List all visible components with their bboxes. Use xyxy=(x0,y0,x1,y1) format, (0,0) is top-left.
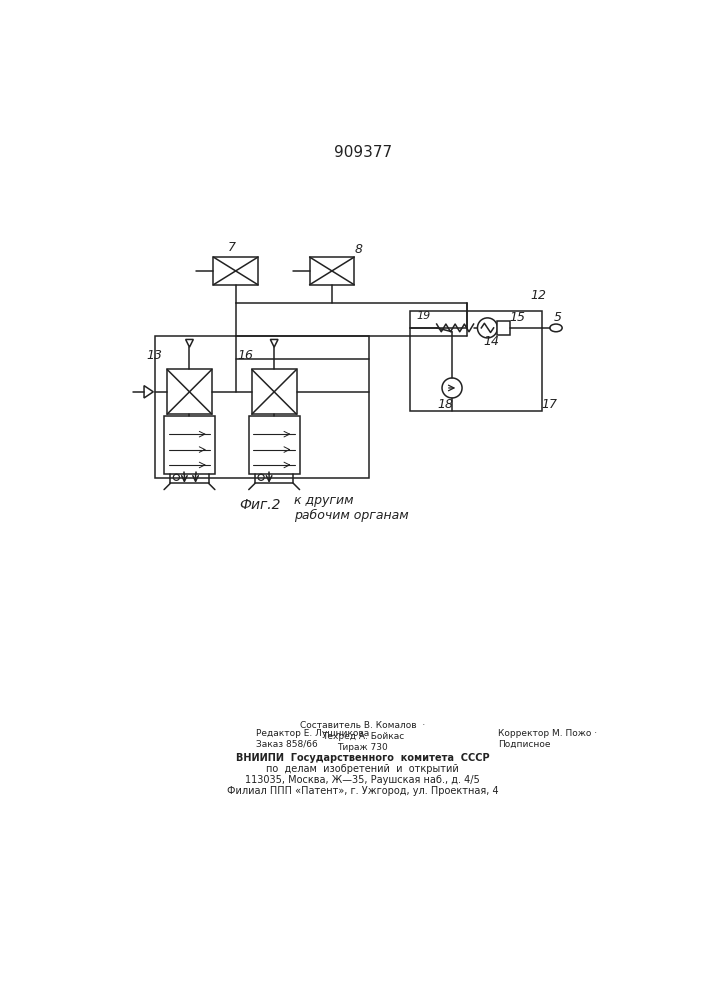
Text: к другим
рабочим органам: к другим рабочим органам xyxy=(294,494,409,522)
Bar xyxy=(249,416,300,474)
Bar xyxy=(155,336,369,478)
Text: 12: 12 xyxy=(530,289,547,302)
Bar xyxy=(252,369,296,414)
Text: Редактор Е. Лушникова .: Редактор Е. Лушникова . xyxy=(256,729,375,738)
Text: 5: 5 xyxy=(554,311,561,324)
Bar xyxy=(409,311,542,411)
Text: по  делам  изобретений  и  открытий: по делам изобретений и открытий xyxy=(267,764,459,774)
Bar xyxy=(214,257,258,285)
Text: Тираж 730: Тираж 730 xyxy=(337,743,388,752)
Text: 18: 18 xyxy=(438,398,454,411)
Text: Филиал ППП «Патент», г. Ужгород, ул. Проектная, 4: Филиал ППП «Патент», г. Ужгород, ул. Про… xyxy=(227,786,498,796)
Text: 14: 14 xyxy=(484,335,499,348)
Bar xyxy=(167,369,212,414)
Text: 17: 17 xyxy=(542,398,558,411)
Text: ВНИИПИ  Государственного  комитета  СССР: ВНИИПИ Государственного комитета СССР xyxy=(236,753,489,763)
Text: 909377: 909377 xyxy=(334,145,392,160)
Text: Заказ 858/66: Заказ 858/66 xyxy=(256,740,317,749)
Bar xyxy=(164,416,215,474)
Text: 8: 8 xyxy=(354,243,362,256)
Text: Подписное: Подписное xyxy=(498,740,551,749)
Text: Фиг.2: Фиг.2 xyxy=(239,498,280,512)
Text: 13: 13 xyxy=(147,349,163,362)
Text: 15: 15 xyxy=(510,311,525,324)
Text: Корректор М. Пожо ·: Корректор М. Пожо · xyxy=(498,729,597,738)
Text: 7: 7 xyxy=(228,241,236,254)
Text: 16: 16 xyxy=(238,349,254,362)
Text: Составитель В. Комалов  ·: Составитель В. Комалов · xyxy=(300,721,426,730)
Text: Техред А. Бойкас: Техред А. Бойкас xyxy=(322,732,404,741)
Bar xyxy=(498,321,510,335)
Text: 19: 19 xyxy=(416,311,431,321)
Bar xyxy=(310,257,354,285)
Text: 113035, Москва, Ж—35, Раушская наб., д. 4/5: 113035, Москва, Ж—35, Раушская наб., д. … xyxy=(245,775,480,785)
